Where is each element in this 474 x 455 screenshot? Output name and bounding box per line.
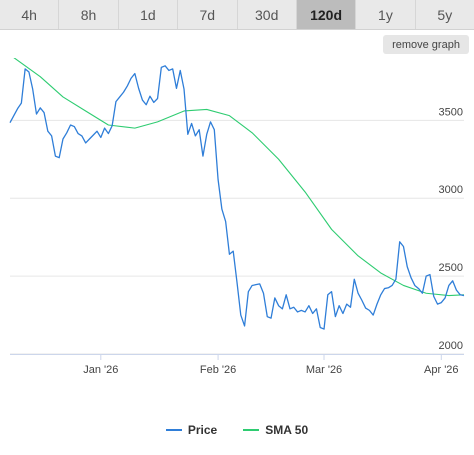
legend-swatch-price [165, 429, 182, 431]
x-tick-label: Feb '26 [200, 364, 236, 376]
tab-30d[interactable]: 30d [238, 0, 297, 29]
x-tick-label: Jan '26 [83, 364, 118, 376]
legend-item-price[interactable]: Price [165, 423, 218, 437]
tab-7d[interactable]: 7d [178, 0, 238, 29]
tab-1y[interactable]: 1y [356, 0, 416, 29]
tab-120d[interactable]: 120d [296, 0, 357, 29]
legend-item-sma-50[interactable]: SMA 50 [243, 423, 308, 437]
legend-label-price: Price [187, 423, 218, 437]
x-tick-label: Apr '26 [424, 364, 459, 376]
tab-1d[interactable]: 1d [119, 0, 179, 29]
legend: Price SMA 50 [0, 420, 474, 440]
remove-graph-button[interactable]: remove graph [383, 35, 469, 54]
tab-8h[interactable]: 8h [59, 0, 119, 29]
tab-5y[interactable]: 5y [437, 6, 453, 23]
legend-swatch-sma-50 [243, 429, 260, 431]
y-tick-label-2500: 2500 [439, 262, 463, 274]
price-chart[interactable]: 2000 2500 3000 3500 Jan '26 Feb '26 Mar '26 Apr… [0, 58, 474, 413]
sma-50-series-line[interactable] [10, 58, 465, 297]
tab-4h[interactable]: 4h [0, 0, 60, 29]
y-tick-label-3500: 3500 [439, 106, 463, 118]
y-tick-label-3000: 3000 [439, 184, 463, 196]
legend-label-sma-50: SMA 50 [265, 423, 309, 437]
y-tick-label-2000: 2000 [439, 340, 463, 352]
x-tick-label: Mar '26 [306, 364, 342, 376]
price-series-line[interactable] [9, 65, 465, 330]
time-range-tabs: 4h 8h 1d 7d 30d 120d 1y 5y [0, 0, 474, 30]
